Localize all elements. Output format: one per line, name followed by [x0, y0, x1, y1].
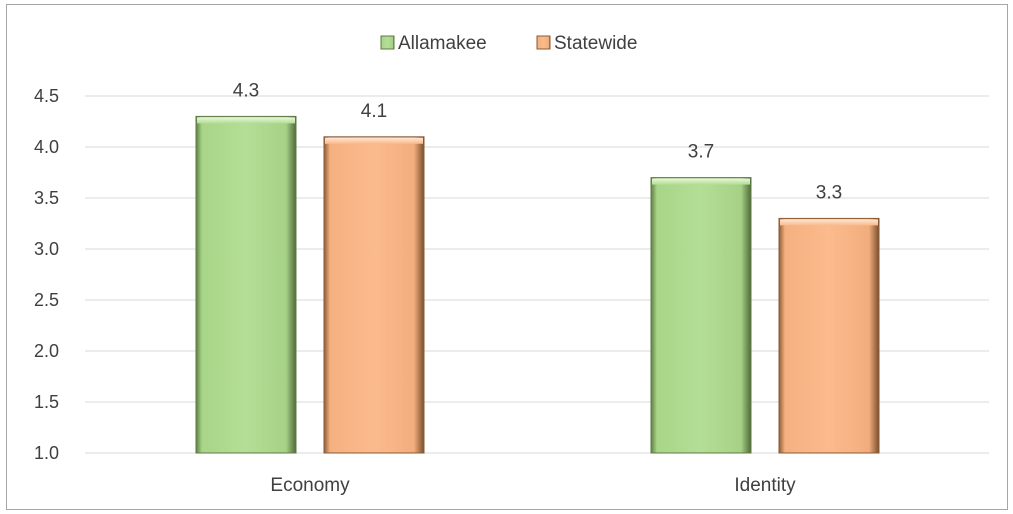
data-labels: 4.3 4.1 3.7 3.3 [233, 80, 842, 203]
bar-bevel [325, 137, 423, 144]
bar-bevel [197, 117, 295, 124]
data-label: 3.3 [816, 182, 842, 203]
y-tick-label: 2.5 [34, 290, 59, 310]
y-tick-label: 1.0 [34, 443, 59, 463]
bar-bevel [652, 178, 750, 185]
bar-allamakee-identity [650, 177, 752, 454]
y-tick-label: 3.0 [34, 239, 59, 259]
x-axis: Economy Identity [270, 475, 796, 496]
legend-swatch-allamakee [380, 35, 395, 50]
bar-statewide-economy [323, 136, 425, 454]
bar-allamakee-economy [195, 115, 297, 454]
y-tick-label: 1.5 [34, 392, 59, 412]
y-tick-label: 4.5 [34, 86, 59, 106]
legend-label-statewide: Statewide [554, 33, 637, 54]
legend: Allamakee Statewide [380, 33, 637, 54]
data-label: 4.1 [361, 101, 387, 122]
x-category-label: Identity [734, 475, 796, 496]
bars [195, 115, 880, 454]
bar-bevel [780, 219, 878, 226]
y-tick-label: 3.5 [34, 188, 59, 208]
y-tick-label: 2.0 [34, 341, 59, 361]
bar-chart: Allamakee Statewide 1.0 1.5 2.0 2.5 3.0 3.5 4.0… [34, 33, 989, 496]
data-label: 4.3 [233, 80, 259, 101]
x-category-label: Economy [270, 475, 350, 496]
legend-swatch-statewide [536, 35, 551, 50]
data-label: 3.7 [688, 142, 714, 163]
y-axis: 1.0 1.5 2.0 2.5 3.0 3.5 4.0 4.5 [34, 86, 59, 463]
legend-label-allamakee: Allamakee [398, 33, 487, 54]
bar-statewide-identity [778, 217, 880, 454]
chart-frame: Allamakee Statewide 1.0 1.5 2.0 2.5 3.0 3.5 4.0… [6, 4, 1008, 510]
y-tick-label: 4.0 [34, 137, 59, 157]
